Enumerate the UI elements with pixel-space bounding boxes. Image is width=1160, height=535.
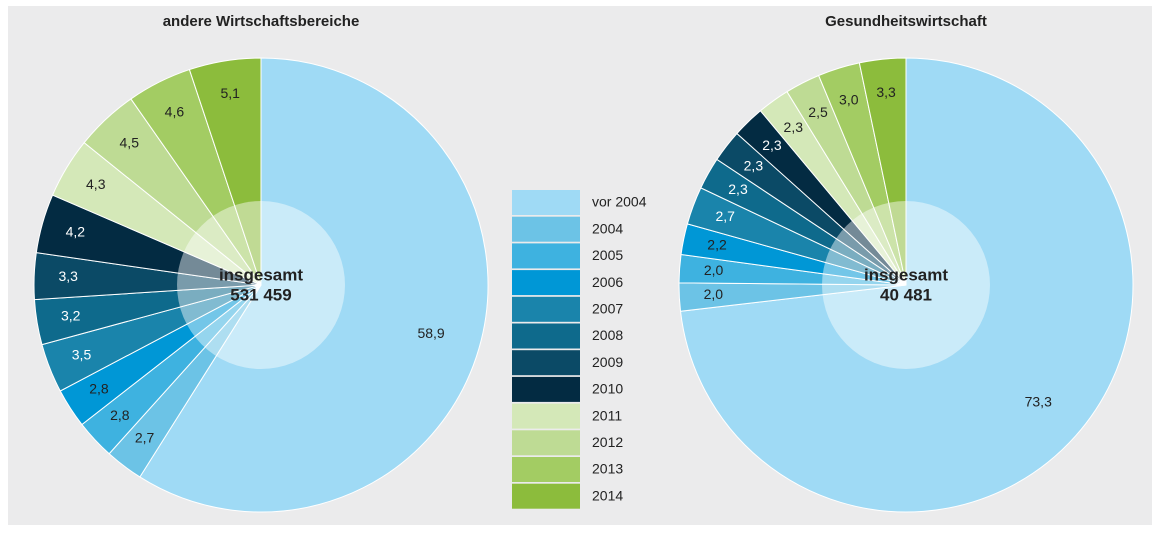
- data-label: 2,3: [762, 137, 782, 153]
- data-label: 2,7: [135, 430, 155, 446]
- legend-swatch: [512, 190, 580, 215]
- chart-title: andere Wirtschaftsbereiche: [163, 13, 360, 30]
- legend-label: 2004: [592, 220, 623, 236]
- legend-label: 2014: [592, 487, 623, 503]
- legend-swatch: [512, 243, 580, 269]
- center-label: insgesamt: [864, 265, 948, 284]
- legend-swatch: [512, 403, 580, 429]
- data-label: 73,3: [1025, 393, 1052, 409]
- center-label: insgesamt: [219, 265, 303, 284]
- legend-label: 2010: [592, 381, 623, 397]
- legend-swatch: [512, 350, 580, 376]
- data-label: 2,7: [716, 208, 736, 224]
- data-label: 58,9: [417, 325, 444, 341]
- data-label: 2,3: [744, 158, 764, 174]
- legend-swatch: [512, 457, 580, 482]
- data-label: 2,3: [784, 119, 804, 135]
- legend-label: vor 2004: [592, 194, 647, 210]
- data-label: 2,0: [704, 262, 724, 278]
- data-label: 3,3: [876, 84, 896, 100]
- data-label: 3,3: [58, 268, 78, 284]
- center-total: 531 459: [230, 285, 291, 304]
- chart-title: Gesundheitswirtschaft: [825, 13, 987, 30]
- legend-swatch: [512, 483, 580, 509]
- data-label: 3,2: [61, 307, 81, 323]
- legend-swatch: [512, 376, 580, 402]
- legend-label: 2013: [592, 461, 623, 477]
- legend-swatch: [512, 296, 580, 322]
- data-label: 4,5: [120, 135, 140, 151]
- data-label: 2,8: [89, 380, 109, 396]
- inner-circle: [177, 201, 345, 369]
- data-label: 4,2: [66, 223, 86, 239]
- legend-label: 2006: [592, 274, 623, 290]
- data-label: 2,8: [110, 407, 130, 423]
- center-total: 40 481: [880, 285, 932, 304]
- data-label: 2,3: [728, 181, 748, 197]
- pie-slice: [139, 57, 489, 513]
- legend-label: 2008: [592, 327, 623, 343]
- legend-swatch: [512, 323, 580, 349]
- pie-slice: [679, 57, 1134, 513]
- legend-label: 2011: [592, 407, 622, 423]
- legend-swatch: [512, 216, 580, 242]
- data-label: 3,5: [72, 347, 92, 363]
- data-label: 2,2: [707, 237, 727, 253]
- legend-swatch: [512, 430, 580, 456]
- legend-label: 2009: [592, 354, 623, 370]
- legend-label: 2005: [592, 247, 623, 263]
- pie-slice: [858, 57, 907, 286]
- data-label: 2,5: [808, 104, 828, 120]
- legend-label: 2012: [592, 434, 623, 450]
- legend-swatch: [512, 270, 580, 296]
- data-label: 2,0: [704, 286, 724, 302]
- data-label: 4,3: [86, 176, 106, 192]
- data-label: 4,6: [165, 103, 185, 119]
- legend-label: 2007: [592, 301, 623, 317]
- pie-slice: [188, 57, 262, 286]
- data-label: 5,1: [220, 85, 240, 101]
- data-label: 3,0: [839, 91, 859, 107]
- inner-circle: [822, 201, 990, 369]
